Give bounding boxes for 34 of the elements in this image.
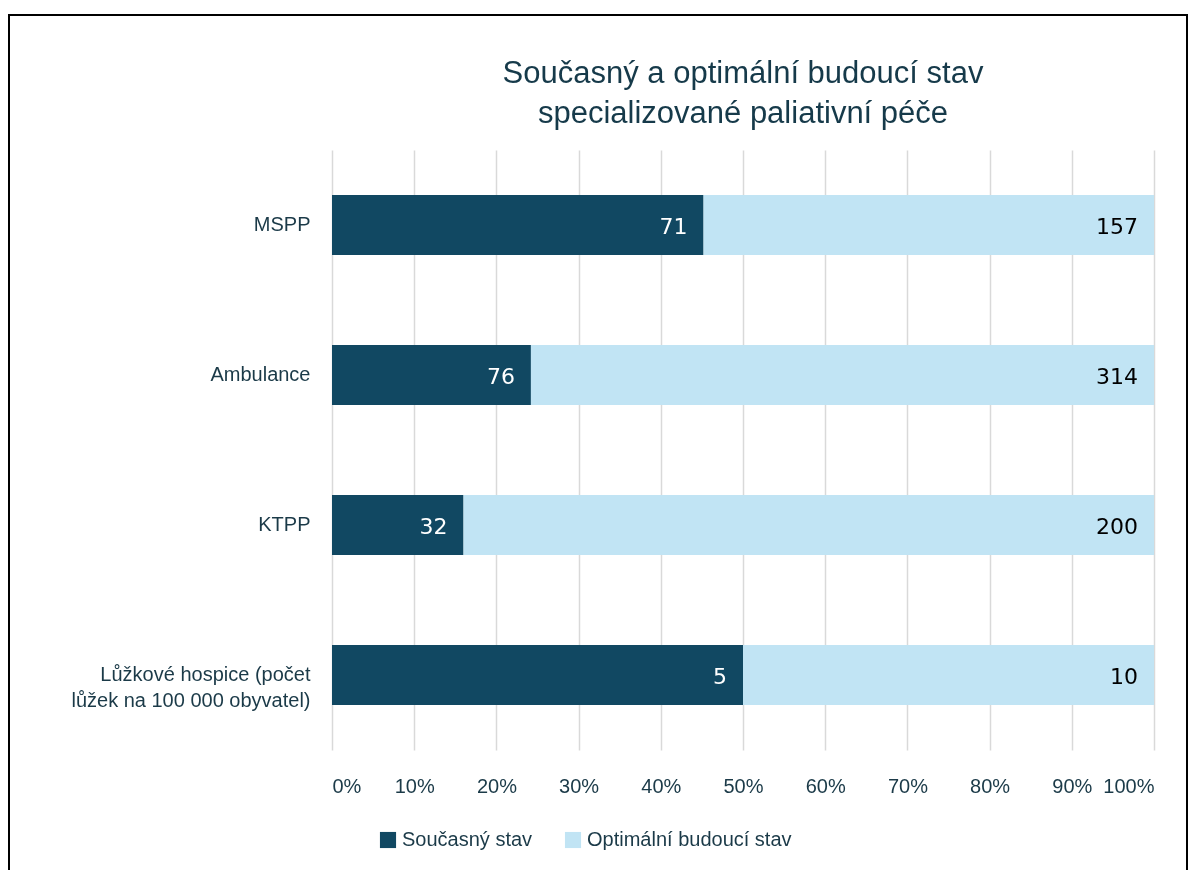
bar (332, 195, 704, 255)
bar (530, 345, 1154, 405)
x-tick-label: 20% (476, 774, 518, 797)
x-tick-label: 30% (559, 774, 600, 797)
annotation: 10 (1110, 664, 1138, 689)
legend-label: Optimální budoucí stav (587, 828, 792, 850)
x-tick-label: 10% (394, 774, 435, 797)
bar (332, 345, 531, 405)
bar (332, 495, 464, 555)
bar (703, 195, 1154, 255)
annotation: 5 (713, 664, 727, 689)
bar (743, 645, 1154, 705)
y-tick-label: KTPP (258, 513, 311, 535)
y-tick-label: Ambulance (210, 363, 311, 385)
legend-label: Současný stav (402, 828, 533, 850)
bar (463, 495, 1154, 555)
x-tick-label: 40% (641, 774, 682, 797)
x-tick-label: 80% (970, 774, 1011, 797)
x-tick-label: 90% (1052, 774, 1093, 797)
annotation: 314 (1096, 364, 1138, 389)
x-tick-label: 0% (332, 774, 362, 797)
annotation: 32 (419, 514, 448, 539)
annotation: 157 (1096, 214, 1138, 239)
x-tick-label: 70% (887, 774, 929, 797)
y-tick-label: MSPP (253, 213, 311, 235)
x-tick-label: 60% (805, 774, 846, 797)
bar (332, 645, 743, 705)
annotation: 76 (486, 364, 515, 389)
x-tick-label: 50% (723, 774, 764, 797)
chart-title: Současný a optimální budoucí stav specializované paliativní péče (502, 55, 984, 130)
annotation: 71 (659, 214, 688, 239)
x-tick-label: 100% (1103, 774, 1155, 797)
annotation: 200 (1096, 514, 1138, 539)
y-tick-label: Lůžkové hospice (počet lůžek na 100 000 obyvatel) (71, 663, 311, 711)
